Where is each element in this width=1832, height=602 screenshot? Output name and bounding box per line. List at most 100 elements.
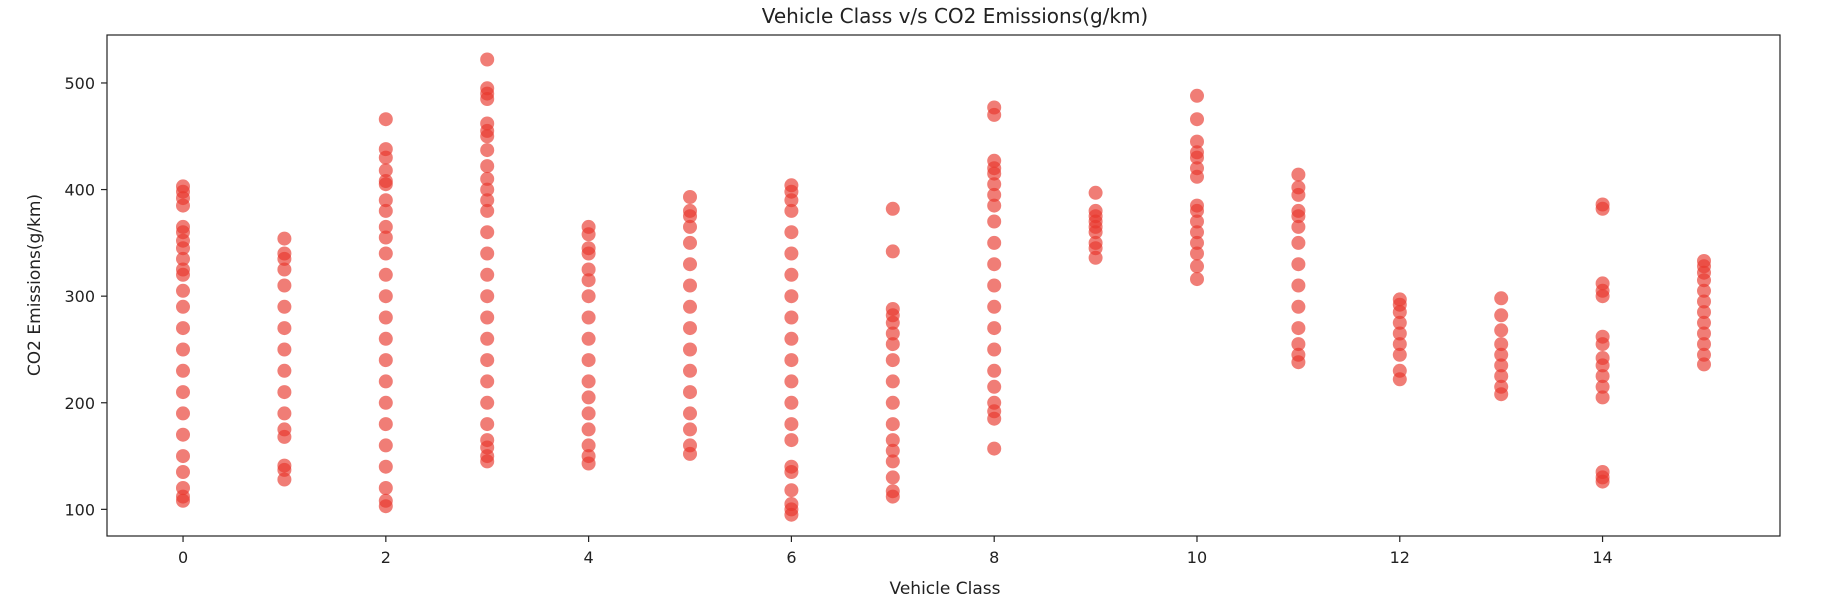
data-point: [581, 406, 596, 421]
data-point: [1088, 185, 1103, 200]
data-point: [1190, 225, 1204, 240]
data-point: [378, 438, 393, 453]
data-point: [176, 251, 190, 266]
data-point: [480, 81, 495, 96]
data-point: [277, 262, 292, 277]
data-point: [378, 267, 393, 282]
data-point: [581, 390, 596, 405]
data-point: [480, 267, 495, 282]
x-axis: 0 2 4 6 8 10 12 14: [178, 536, 1613, 567]
data-point: [1697, 283, 1711, 298]
data-point: [1392, 337, 1407, 352]
data-point: [480, 433, 495, 448]
data-point: [176, 427, 190, 442]
data-point: [885, 353, 900, 368]
data-point: [1697, 337, 1711, 352]
data-point: [683, 438, 697, 453]
data-point: [176, 449, 190, 464]
data-point: [987, 342, 1002, 357]
data-point: [683, 257, 697, 272]
data-point: [1494, 308, 1509, 323]
data-point: [581, 262, 596, 277]
data-point: [1595, 390, 1610, 405]
data-point: [1291, 347, 1306, 362]
chart-title: Vehicle Class v/s CO2 Emissions(g/km): [762, 4, 1149, 28]
data-point: [1088, 235, 1103, 250]
data-point: [277, 406, 292, 421]
data-point: [885, 417, 900, 432]
data-point: [1494, 323, 1509, 338]
data-point: [1190, 161, 1204, 176]
points-layer: [176, 52, 1711, 522]
data-point: [987, 235, 1002, 250]
data-point: [480, 116, 495, 131]
data-point: [176, 179, 190, 194]
data-point: [1291, 278, 1306, 293]
data-point: [1291, 167, 1306, 182]
data-point: [683, 235, 697, 250]
data-point: [581, 289, 596, 304]
data-point: [378, 142, 393, 157]
data-point: [683, 422, 697, 437]
data-point: [277, 458, 292, 473]
data-point: [1697, 347, 1711, 362]
data-point: [176, 481, 190, 495]
data-point: [480, 374, 495, 389]
data-point: [987, 214, 1002, 229]
data-point: [784, 417, 799, 432]
data-point: [1392, 292, 1407, 307]
data-point: [1392, 326, 1407, 341]
data-point: [581, 219, 596, 234]
data-point: [1697, 326, 1711, 341]
data-point: [885, 395, 900, 410]
data-point: [378, 493, 393, 508]
data-point: [1291, 321, 1306, 336]
y-tick-label: 500: [64, 74, 95, 93]
x-tick-label: 12: [1390, 548, 1410, 567]
data-point: [176, 363, 190, 378]
data-point: [987, 278, 1002, 293]
data-point: [1190, 112, 1204, 127]
data-point: [378, 112, 393, 127]
data-point: [581, 422, 596, 437]
data-point: [378, 230, 393, 245]
data-point: [987, 299, 1002, 314]
data-point: [176, 262, 190, 277]
data-point: [1392, 315, 1407, 330]
data-point: [987, 363, 1002, 378]
data-point: [277, 363, 292, 378]
y-tick-label: 100: [64, 500, 95, 519]
data-point: [1494, 291, 1509, 306]
x-axis-label: Vehicle Class: [890, 579, 1001, 599]
data-point: [784, 353, 799, 368]
data-point: [784, 289, 799, 304]
data-point: [1190, 272, 1204, 287]
y-axis-label: CO2 Emissions(g/km): [25, 194, 45, 376]
data-point: [1392, 347, 1407, 362]
data-point: [378, 193, 393, 208]
data-point: [480, 395, 495, 410]
data-point: [1291, 203, 1306, 218]
data-point: [784, 497, 799, 511]
data-point: [480, 159, 495, 174]
data-point: [683, 406, 697, 421]
data-point: [987, 379, 1002, 394]
data-point: [378, 289, 393, 304]
data-point: [480, 353, 495, 368]
data-point: [1494, 337, 1509, 352]
data-point: [885, 374, 900, 389]
data-point: [277, 246, 292, 261]
data-point: [378, 331, 393, 346]
data-point: [1190, 145, 1204, 160]
data-point: [581, 273, 596, 288]
data-point: [480, 193, 495, 208]
data-point: [1190, 259, 1204, 274]
data-point: [1291, 337, 1306, 352]
x-tick-label: 10: [1187, 548, 1207, 567]
data-point: [581, 331, 596, 346]
x-tick-label: 2: [381, 548, 391, 567]
y-axis: 100 200 300 400 500: [64, 74, 107, 519]
data-point: [885, 443, 900, 458]
data-point: [885, 454, 900, 469]
data-point: [1595, 197, 1610, 212]
